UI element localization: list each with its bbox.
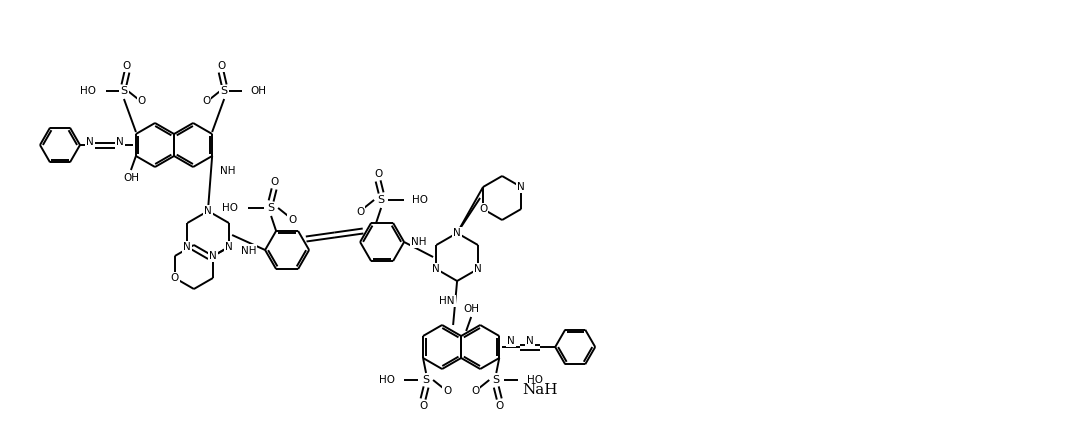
Text: O: O [495, 401, 504, 411]
Text: OH: OH [123, 173, 139, 183]
Text: HN: HN [439, 296, 455, 306]
Text: N: N [116, 137, 124, 147]
Text: N: N [225, 242, 232, 252]
Text: S: S [267, 203, 275, 213]
Text: S: S [221, 86, 228, 96]
Text: HO: HO [412, 195, 428, 205]
Text: OH: OH [463, 304, 479, 314]
Text: HO: HO [80, 86, 96, 96]
Text: O: O [270, 177, 278, 187]
Text: O: O [443, 386, 451, 396]
Text: N: N [86, 137, 94, 147]
Text: NH: NH [221, 166, 236, 176]
Text: HO: HO [528, 375, 544, 385]
Text: O: O [374, 169, 383, 179]
Text: N: N [209, 251, 217, 261]
Text: O: O [479, 204, 488, 214]
Text: S: S [120, 86, 128, 96]
Text: O: O [137, 96, 146, 106]
Text: N: N [432, 264, 440, 274]
Text: O: O [123, 61, 131, 71]
Text: S: S [493, 375, 499, 385]
Text: HO: HO [222, 203, 238, 213]
Text: HO: HO [379, 375, 395, 385]
Text: S: S [423, 375, 429, 385]
Text: O: O [217, 61, 225, 71]
Text: N: N [473, 264, 482, 274]
Text: NaH: NaH [522, 383, 558, 397]
Text: N: N [184, 242, 191, 252]
Text: O: O [471, 386, 479, 396]
Text: S: S [377, 195, 385, 205]
Text: O: O [356, 207, 364, 217]
Text: NH: NH [411, 236, 426, 247]
Text: OH: OH [250, 86, 266, 96]
Text: N: N [507, 336, 515, 346]
Text: N: N [204, 206, 212, 216]
Text: O: O [171, 273, 179, 283]
Text: O: O [288, 215, 296, 225]
Text: O: O [202, 96, 211, 106]
Text: NH: NH [241, 245, 256, 255]
Text: N: N [518, 182, 525, 192]
Text: N: N [526, 336, 534, 346]
Text: O: O [419, 401, 427, 411]
Text: N: N [453, 228, 461, 238]
